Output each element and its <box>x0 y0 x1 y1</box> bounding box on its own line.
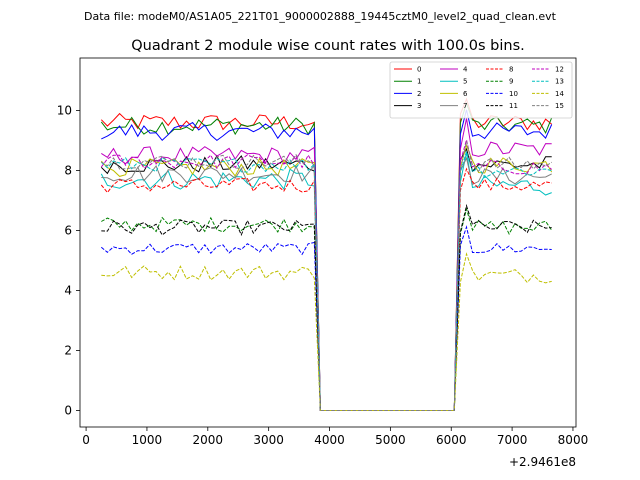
y-tick-label: 2 <box>64 344 72 358</box>
series-line-1 <box>100 101 553 411</box>
x-tick-label: 1000 <box>132 433 163 447</box>
plot-frame <box>79 57 577 428</box>
series-line-13 <box>100 149 552 411</box>
legend-frame <box>389 61 573 119</box>
legend-label-4: 4 <box>463 66 468 74</box>
series-line-3 <box>100 147 552 411</box>
legend-label-3: 3 <box>417 102 421 110</box>
legend-label-2: 2 <box>417 90 421 98</box>
legend-label-5: 5 <box>463 78 467 86</box>
series-line-5 <box>100 152 552 411</box>
legend-label-6: 6 <box>463 90 468 98</box>
series-line-15 <box>101 141 552 411</box>
legend-label-10: 10 <box>509 90 518 98</box>
x-tick-label: 4000 <box>314 433 345 447</box>
x-tick-label: 2000 <box>193 433 224 447</box>
x-tick-label: 5000 <box>375 433 406 447</box>
chart-title: Quadrant 2 module wise count rates with … <box>131 38 525 54</box>
series-line-9 <box>101 207 553 411</box>
legend-label-8: 8 <box>509 66 513 74</box>
legend-label-12: 12 <box>555 66 564 74</box>
series-line-7 <box>101 156 552 411</box>
x-tick-label: 0 <box>82 433 90 447</box>
legend-label-0: 0 <box>417 66 421 74</box>
series-line-14 <box>101 252 552 411</box>
x-offset-label: +2.9461e8 <box>509 455 576 469</box>
series-line-0 <box>100 97 553 411</box>
x-tick-label: 8000 <box>558 433 589 447</box>
series-layer <box>100 97 553 411</box>
x-tick-label: 6000 <box>436 433 467 447</box>
series-line-8 <box>100 167 552 411</box>
legend-label-11: 11 <box>509 102 518 110</box>
y-tick-label: 4 <box>64 284 72 298</box>
legend-label-14: 14 <box>555 90 564 98</box>
series-line-10 <box>100 225 552 411</box>
y-tick-label: 0 <box>64 404 72 418</box>
legend-label-7: 7 <box>463 102 467 110</box>
y-tick-label: 10 <box>57 104 72 118</box>
x-tick-label: 7000 <box>497 433 528 447</box>
series-line-11 <box>101 203 552 411</box>
data-file-label: Data file: modeM0/AS1A05_221T01_90000028… <box>84 10 557 23</box>
y-tick-label: 8 <box>64 164 72 178</box>
legend-label-15: 15 <box>555 102 564 110</box>
legend-label-1: 1 <box>417 78 421 86</box>
y-tick-label: 6 <box>64 224 72 238</box>
x-tick-label: 3000 <box>253 433 284 447</box>
legend-label-9: 9 <box>509 78 513 86</box>
legend-label-13: 13 <box>555 78 564 86</box>
